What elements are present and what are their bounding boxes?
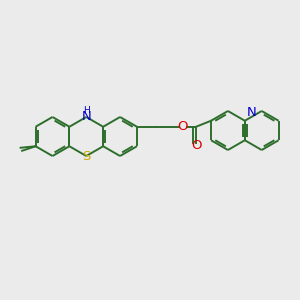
Text: O: O bbox=[191, 139, 201, 152]
Text: N: N bbox=[246, 106, 256, 119]
Text: N: N bbox=[81, 110, 91, 124]
Text: H: H bbox=[83, 106, 90, 115]
Text: S: S bbox=[82, 149, 91, 163]
Text: O: O bbox=[177, 120, 188, 133]
